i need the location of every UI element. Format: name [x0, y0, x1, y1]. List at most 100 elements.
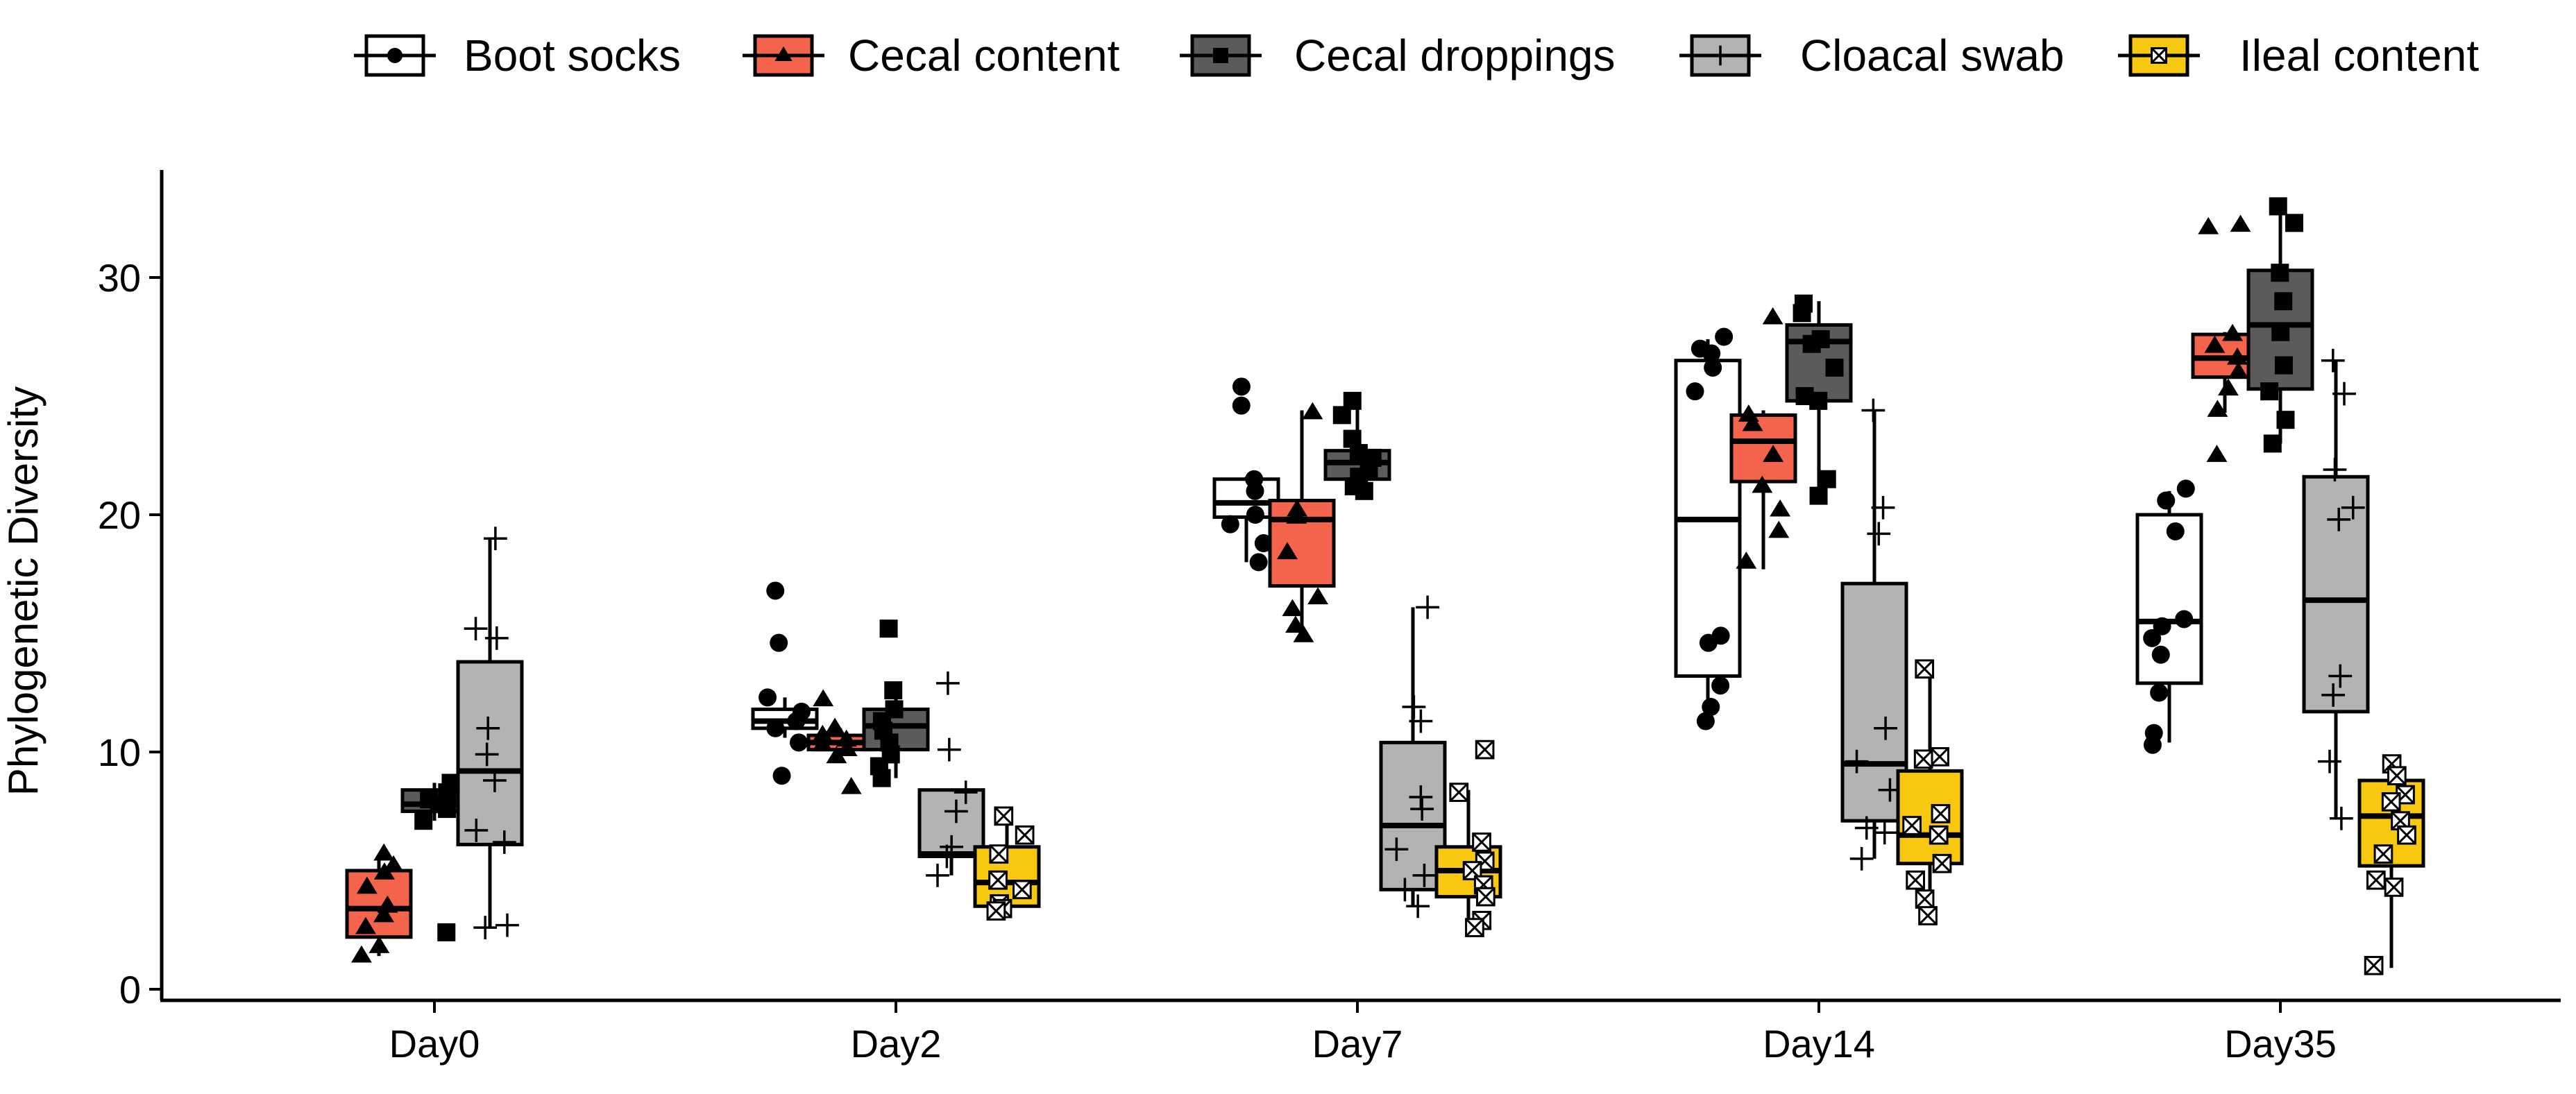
legend-item: Ileal content — [2118, 31, 2479, 80]
data-point — [2321, 683, 2346, 707]
data-point — [935, 844, 959, 869]
data-point-stroke — [1902, 816, 1922, 835]
legend-item: Cecal content — [743, 31, 1120, 80]
data-point — [1409, 785, 1433, 809]
data-point — [944, 799, 968, 823]
data-point — [1793, 304, 1811, 323]
data-point — [387, 48, 402, 63]
data-point — [1874, 716, 1897, 740]
data-point — [473, 916, 498, 939]
data-point — [936, 671, 960, 695]
data-point — [483, 769, 507, 792]
box-group — [973, 806, 1041, 921]
data-point — [2157, 491, 2176, 510]
box — [345, 869, 413, 939]
data-point — [1770, 499, 1791, 517]
data-point — [373, 905, 394, 923]
box-group — [1840, 398, 1908, 871]
data-point — [1410, 797, 1434, 821]
data-point — [2198, 216, 2219, 234]
box-group — [2135, 479, 2203, 754]
data-point — [1307, 587, 1329, 605]
box-group — [1212, 377, 1280, 572]
data-point — [383, 855, 404, 873]
data-point-stroke — [2374, 844, 2393, 864]
data-point — [2166, 522, 2185, 540]
data-point — [1715, 327, 1734, 346]
data-point-stroke — [1933, 854, 1951, 873]
data-point — [1412, 863, 1437, 887]
data-point-stroke — [2151, 47, 2167, 64]
data-point — [2269, 197, 2287, 216]
data-point-stroke — [1906, 871, 1925, 890]
data-point — [759, 688, 777, 707]
data-point — [840, 776, 862, 794]
data-point — [787, 712, 806, 730]
data-point — [1872, 821, 1897, 845]
data-point-stroke — [2397, 826, 2416, 845]
data-point — [824, 717, 846, 735]
data-point — [1282, 599, 1303, 617]
data-point — [368, 936, 390, 953]
data-point — [1867, 522, 1891, 546]
data-point — [1015, 825, 1035, 845]
data-point-stroke — [1475, 740, 1495, 759]
x-tick-label: Day0 — [389, 1022, 480, 1066]
box-group — [1674, 327, 1742, 730]
y-tick-label: 10 — [98, 730, 141, 774]
data-point — [2207, 400, 2228, 417]
data-point-stroke — [1915, 659, 1934, 678]
data-point — [1902, 816, 1922, 835]
box-group — [2191, 214, 2259, 462]
box-group — [456, 527, 524, 939]
data-point — [1711, 676, 1730, 695]
data-point — [2175, 610, 2194, 629]
data-point — [812, 724, 833, 742]
box — [1840, 581, 1908, 823]
data-point — [2230, 214, 2251, 232]
data-point-stroke — [1931, 804, 1950, 823]
data-point — [1802, 334, 1821, 353]
data-point — [475, 742, 499, 767]
box-group — [1729, 307, 1797, 570]
data-point-stroke — [1930, 747, 1949, 767]
data-point — [1854, 816, 1879, 840]
data-point — [2222, 323, 2243, 341]
data-point — [1762, 307, 1783, 325]
data-point — [1931, 804, 1951, 823]
data-point — [484, 626, 509, 650]
data-point — [1809, 486, 1828, 505]
data-point — [2387, 766, 2407, 786]
data-point — [1825, 358, 1844, 377]
data-point — [940, 835, 964, 859]
data-point — [1752, 475, 1773, 493]
data-point — [884, 681, 903, 700]
data-point — [2228, 361, 2249, 379]
data-point — [770, 633, 788, 652]
data-point — [826, 746, 847, 764]
data-point — [1704, 358, 1722, 377]
data-point — [373, 843, 395, 861]
data-point — [1476, 887, 1495, 907]
data-point — [1213, 48, 1228, 63]
data-point — [1449, 783, 1469, 802]
data-point — [2321, 348, 2345, 373]
data-point — [2206, 445, 2228, 462]
data-point — [1332, 406, 1351, 425]
box-group — [345, 843, 413, 963]
data-point — [1384, 837, 1409, 862]
legend-label: Cloacal swab — [1800, 31, 2065, 80]
data-point — [2271, 264, 2289, 282]
data-point — [2151, 645, 2170, 664]
x-tick-label: Day14 — [1763, 1022, 1875, 1066]
data-point — [2318, 749, 2341, 774]
data-point-stroke — [1463, 861, 1482, 880]
box-group — [862, 619, 930, 787]
data-point — [1696, 712, 1715, 730]
data-point-stroke — [1015, 826, 1035, 845]
data-point — [926, 863, 949, 887]
data-point — [1918, 906, 1938, 925]
data-point-stroke — [2366, 871, 2386, 890]
